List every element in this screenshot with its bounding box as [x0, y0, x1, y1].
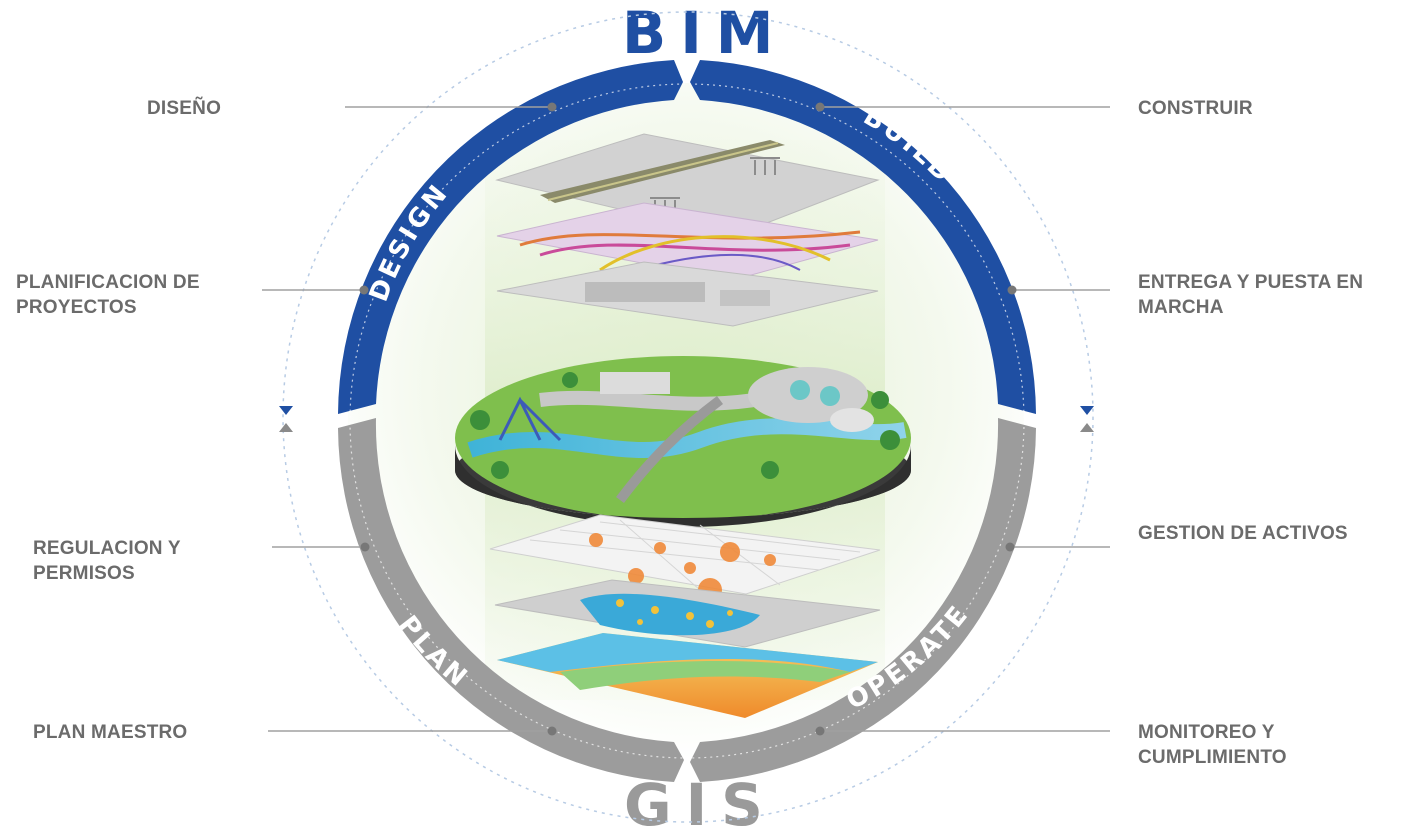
label-planificacion-de-proyectos: PLANIFICACION DE PROYECTOS [16, 272, 200, 318]
gis-title: GIS [624, 771, 777, 839]
hourglass-icon-right [1080, 406, 1094, 432]
label-gestion-de-activos: GESTION DE ACTIVOS [1138, 523, 1348, 544]
label-plan-maestro: PLAN MAESTRO [33, 722, 188, 743]
inner-dotted-track [349, 83, 1025, 759]
leader-dots [359, 102, 1017, 736]
hourglass-icon-left [279, 406, 293, 432]
label-monitoreo-y-cumplimiento: MONITOREO Y CUMPLIMIENTO [1138, 722, 1287, 768]
gis-ring-left [338, 418, 684, 782]
label-construir: CONSTRUIR [1138, 98, 1253, 119]
layer-hotspot-map [489, 514, 881, 602]
label-diseno: DISEÑO [147, 98, 222, 119]
bim-ring-left [338, 60, 683, 414]
gis-ring-right [690, 418, 1036, 782]
bim-ring-right [690, 60, 1036, 414]
layer-terrain [497, 633, 878, 718]
label-regulacion-y-permisos: REGULACION Y PERMISOS [33, 538, 181, 584]
layer-buildings [496, 261, 879, 327]
layer-density-map [494, 579, 881, 648]
bim-title: BIM [622, 0, 788, 67]
outer-dashed-orbit [282, 11, 1094, 823]
leader-lines [262, 106, 1110, 732]
layer-city-model [455, 356, 911, 527]
label-entrega-y-puesta-en-marcha: ENTREGA Y PUESTA EN MARCHA [1138, 272, 1364, 318]
layer-routes [496, 202, 879, 281]
